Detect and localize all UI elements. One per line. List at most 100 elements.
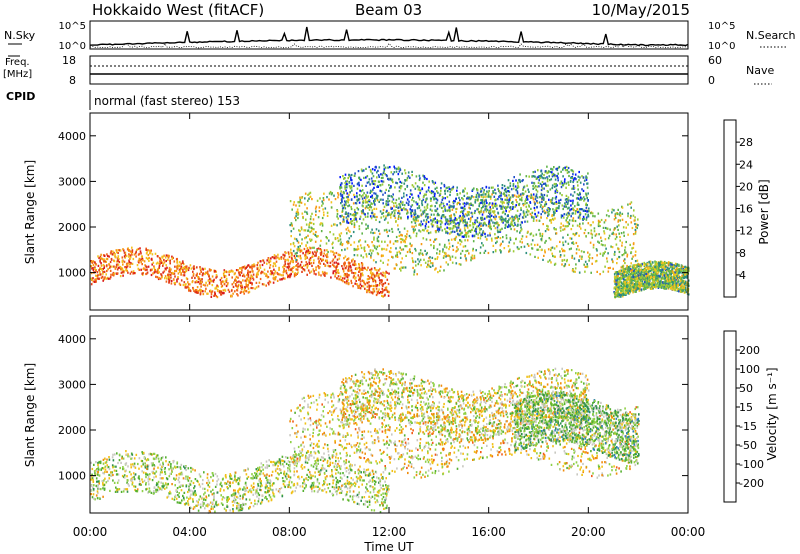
heatmap-cell (575, 210, 577, 213)
heatmap-cell (191, 280, 194, 283)
heatmap-cell (565, 165, 568, 168)
heatmap-cell (632, 266, 634, 269)
heatmap-cell (356, 199, 359, 202)
heatmap-cell (232, 285, 235, 288)
heatmap-cell (576, 197, 579, 200)
heatmap-cell (547, 248, 550, 251)
heatmap-cell (441, 206, 444, 210)
heatmap-cell (623, 259, 625, 262)
heatmap-cell (375, 261, 377, 264)
heatmap-cell (300, 226, 303, 229)
heatmap-cell (551, 246, 554, 249)
heatmap-cell (247, 271, 250, 274)
heatmap-cell (676, 281, 679, 284)
heatmap-cell (561, 182, 563, 185)
heatmap-cell (554, 178, 557, 181)
heatmap-cell (360, 274, 362, 277)
heatmap-cell (192, 273, 195, 276)
heatmap-cell (566, 169, 569, 172)
heatmap-cell (577, 184, 579, 187)
heatmap-cell (626, 253, 629, 256)
heatmap-cell (193, 267, 195, 271)
heatmap-cell (352, 258, 354, 261)
heatmap-cell (489, 234, 491, 237)
heatmap-cell (599, 273, 601, 276)
heatmap-cell (538, 185, 540, 188)
heatmap-cell (630, 206, 632, 209)
heatmap-cell (446, 195, 449, 199)
heatmap-cell (481, 231, 484, 234)
heatmap-cell (289, 251, 292, 254)
heatmap-cell (565, 213, 568, 216)
heatmap-cell (499, 230, 502, 233)
heatmap-cell (412, 266, 414, 269)
heatmap-cell (442, 250, 444, 253)
heatmap-cell (241, 274, 244, 277)
heatmap-cell (129, 254, 132, 257)
heatmap-cell (311, 246, 314, 249)
heatmap-cell (512, 202, 514, 206)
heatmap-cell (579, 181, 582, 184)
heatmap-cell (99, 271, 101, 274)
heatmap-cell (159, 260, 161, 263)
heatmap-cell (220, 291, 223, 294)
heatmap-cell (210, 295, 213, 298)
heatmap-cell (629, 279, 631, 282)
heatmap-cell (450, 231, 453, 234)
heatmap-cell (561, 194, 563, 197)
heatmap-cell (475, 196, 477, 199)
heatmap-cell (385, 200, 388, 203)
heatmap-cell (545, 183, 547, 186)
heatmap-cell (554, 262, 557, 265)
heatmap-cell (589, 224, 592, 227)
heatmap-cell (291, 224, 293, 227)
heatmap-cell (117, 257, 119, 260)
heatmap-cell (643, 263, 646, 266)
heatmap-cell (464, 213, 467, 216)
heatmap-cell (347, 195, 349, 198)
heatmap-cell (654, 260, 656, 263)
heatmap-cell (372, 215, 375, 218)
heatmap-cell (220, 276, 223, 280)
heatmap-cell (500, 242, 502, 245)
heatmap-cell (107, 268, 109, 271)
heatmap-cell (523, 212, 526, 215)
heatmap-cell (299, 198, 302, 201)
heatmap-cell (338, 278, 340, 281)
heatmap-cell (493, 224, 495, 227)
heatmap-cell (584, 265, 587, 268)
heatmap-cell (284, 251, 286, 254)
heatmap-cell (205, 281, 207, 284)
heatmap-cell (547, 184, 549, 187)
heatmap-cell (570, 247, 572, 250)
heatmap-cell (501, 211, 504, 214)
heatmap-cell (505, 237, 508, 240)
heatmap-cell (542, 198, 545, 201)
heatmap-cell (561, 204, 564, 207)
heatmap-cell (160, 261, 163, 264)
heatmap-cell (242, 290, 244, 293)
heatmap-cell (382, 202, 384, 205)
heatmap-cell (534, 170, 536, 173)
heatmap-cell (235, 269, 238, 272)
heatmap-cell (513, 216, 515, 219)
heatmap-cell (362, 201, 364, 204)
heatmap-cell (346, 218, 349, 221)
heatmap-cell (350, 218, 352, 221)
heatmap-cell (534, 202, 536, 205)
heatmap-cell (581, 218, 584, 221)
heatmap-cell (387, 166, 389, 169)
heatmap-cell (466, 226, 469, 229)
heatmap-cell (124, 253, 127, 256)
heatmap-cell (585, 192, 587, 195)
heatmap-cell (332, 270, 335, 273)
heatmap-cell (551, 252, 553, 255)
heatmap-cell (386, 244, 389, 247)
heatmap-cell (318, 206, 321, 209)
heatmap-cell (648, 281, 650, 284)
heatmap-cell (450, 214, 452, 217)
heatmap-cell (622, 288, 625, 291)
heatmap-cell (356, 183, 359, 186)
heatmap-cell (631, 289, 633, 292)
heatmap-cell (397, 215, 400, 218)
